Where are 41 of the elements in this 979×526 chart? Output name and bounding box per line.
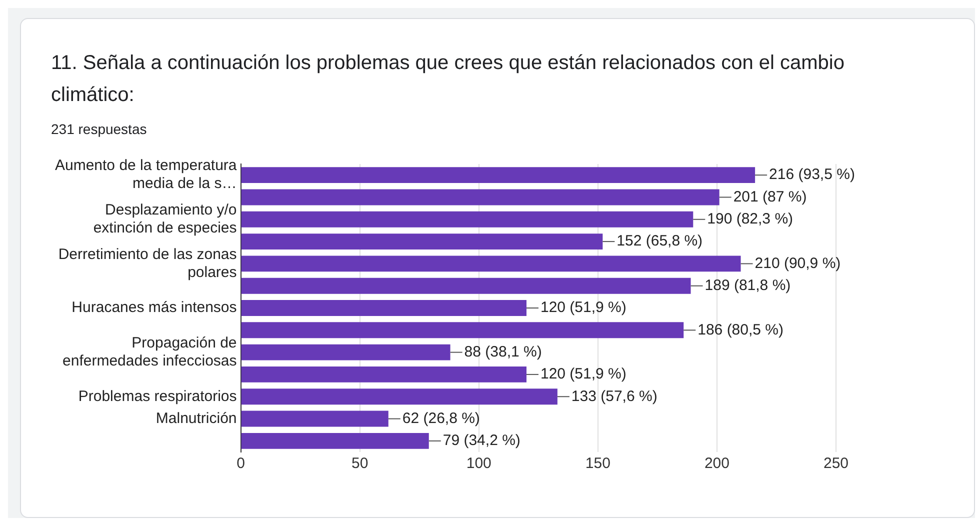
y-tick-label: Derretimiento de las zonas polares xyxy=(58,246,237,281)
x-tick-label: 200 xyxy=(704,455,730,472)
bar xyxy=(241,167,756,184)
data-label: 133 (57,6 %) xyxy=(571,388,658,405)
chart-title: 11. Señala a continuación los problemas que crees que están relacionados con el cambio climático: xyxy=(51,51,846,108)
data-label: 189 (81,8 %) xyxy=(704,276,791,294)
x-tick-label: 50 xyxy=(351,455,368,472)
bar xyxy=(241,410,388,427)
data-label: 186 (80,5 %) xyxy=(698,321,784,338)
data-label: 88 (38,1 %) xyxy=(464,343,542,360)
x-tick-label: 100 xyxy=(466,455,492,472)
bar xyxy=(241,344,450,360)
bar xyxy=(241,322,684,338)
bar xyxy=(241,189,720,206)
y-tick-label: Huracanes más intensos xyxy=(72,299,237,316)
bar xyxy=(241,366,526,382)
data-label: 120 (51,9 %) xyxy=(540,299,626,316)
y-tick-label: Problemas respiratorios xyxy=(78,388,237,405)
x-tick-label: 0 xyxy=(236,455,245,472)
x-tick-label: 150 xyxy=(585,455,610,472)
y-tick-label: Malnutrición xyxy=(156,410,237,427)
data-label: 152 (65,8 %) xyxy=(616,232,703,250)
y-tick-label: Aumento de la temperatura media de la s… xyxy=(54,157,238,192)
bar xyxy=(241,432,429,449)
bar xyxy=(241,388,558,405)
data-label: 190 (82,3 %) xyxy=(707,210,794,228)
data-label: 210 (90,9 %) xyxy=(754,254,841,272)
bar xyxy=(241,234,603,250)
bar xyxy=(241,300,526,316)
bar xyxy=(241,211,694,228)
y-tick-label: Propagación de enfermedades infecciosas xyxy=(62,334,237,370)
bar xyxy=(241,256,741,272)
text: 231 respuestas xyxy=(51,121,148,137)
data-label: 201 (87 %) xyxy=(733,188,807,206)
data-label: 62 (26,8 %) xyxy=(402,410,480,427)
bar xyxy=(241,278,691,294)
data-label: 120 (51,9 %) xyxy=(540,366,626,383)
data-label: 216 (93,5 %) xyxy=(769,166,855,184)
x-tick-label: 250 xyxy=(823,455,849,472)
y-tick-label: Desplazamiento y/o extinción de especies xyxy=(93,202,237,237)
data-label: 79 (34,2 %) xyxy=(442,432,520,450)
